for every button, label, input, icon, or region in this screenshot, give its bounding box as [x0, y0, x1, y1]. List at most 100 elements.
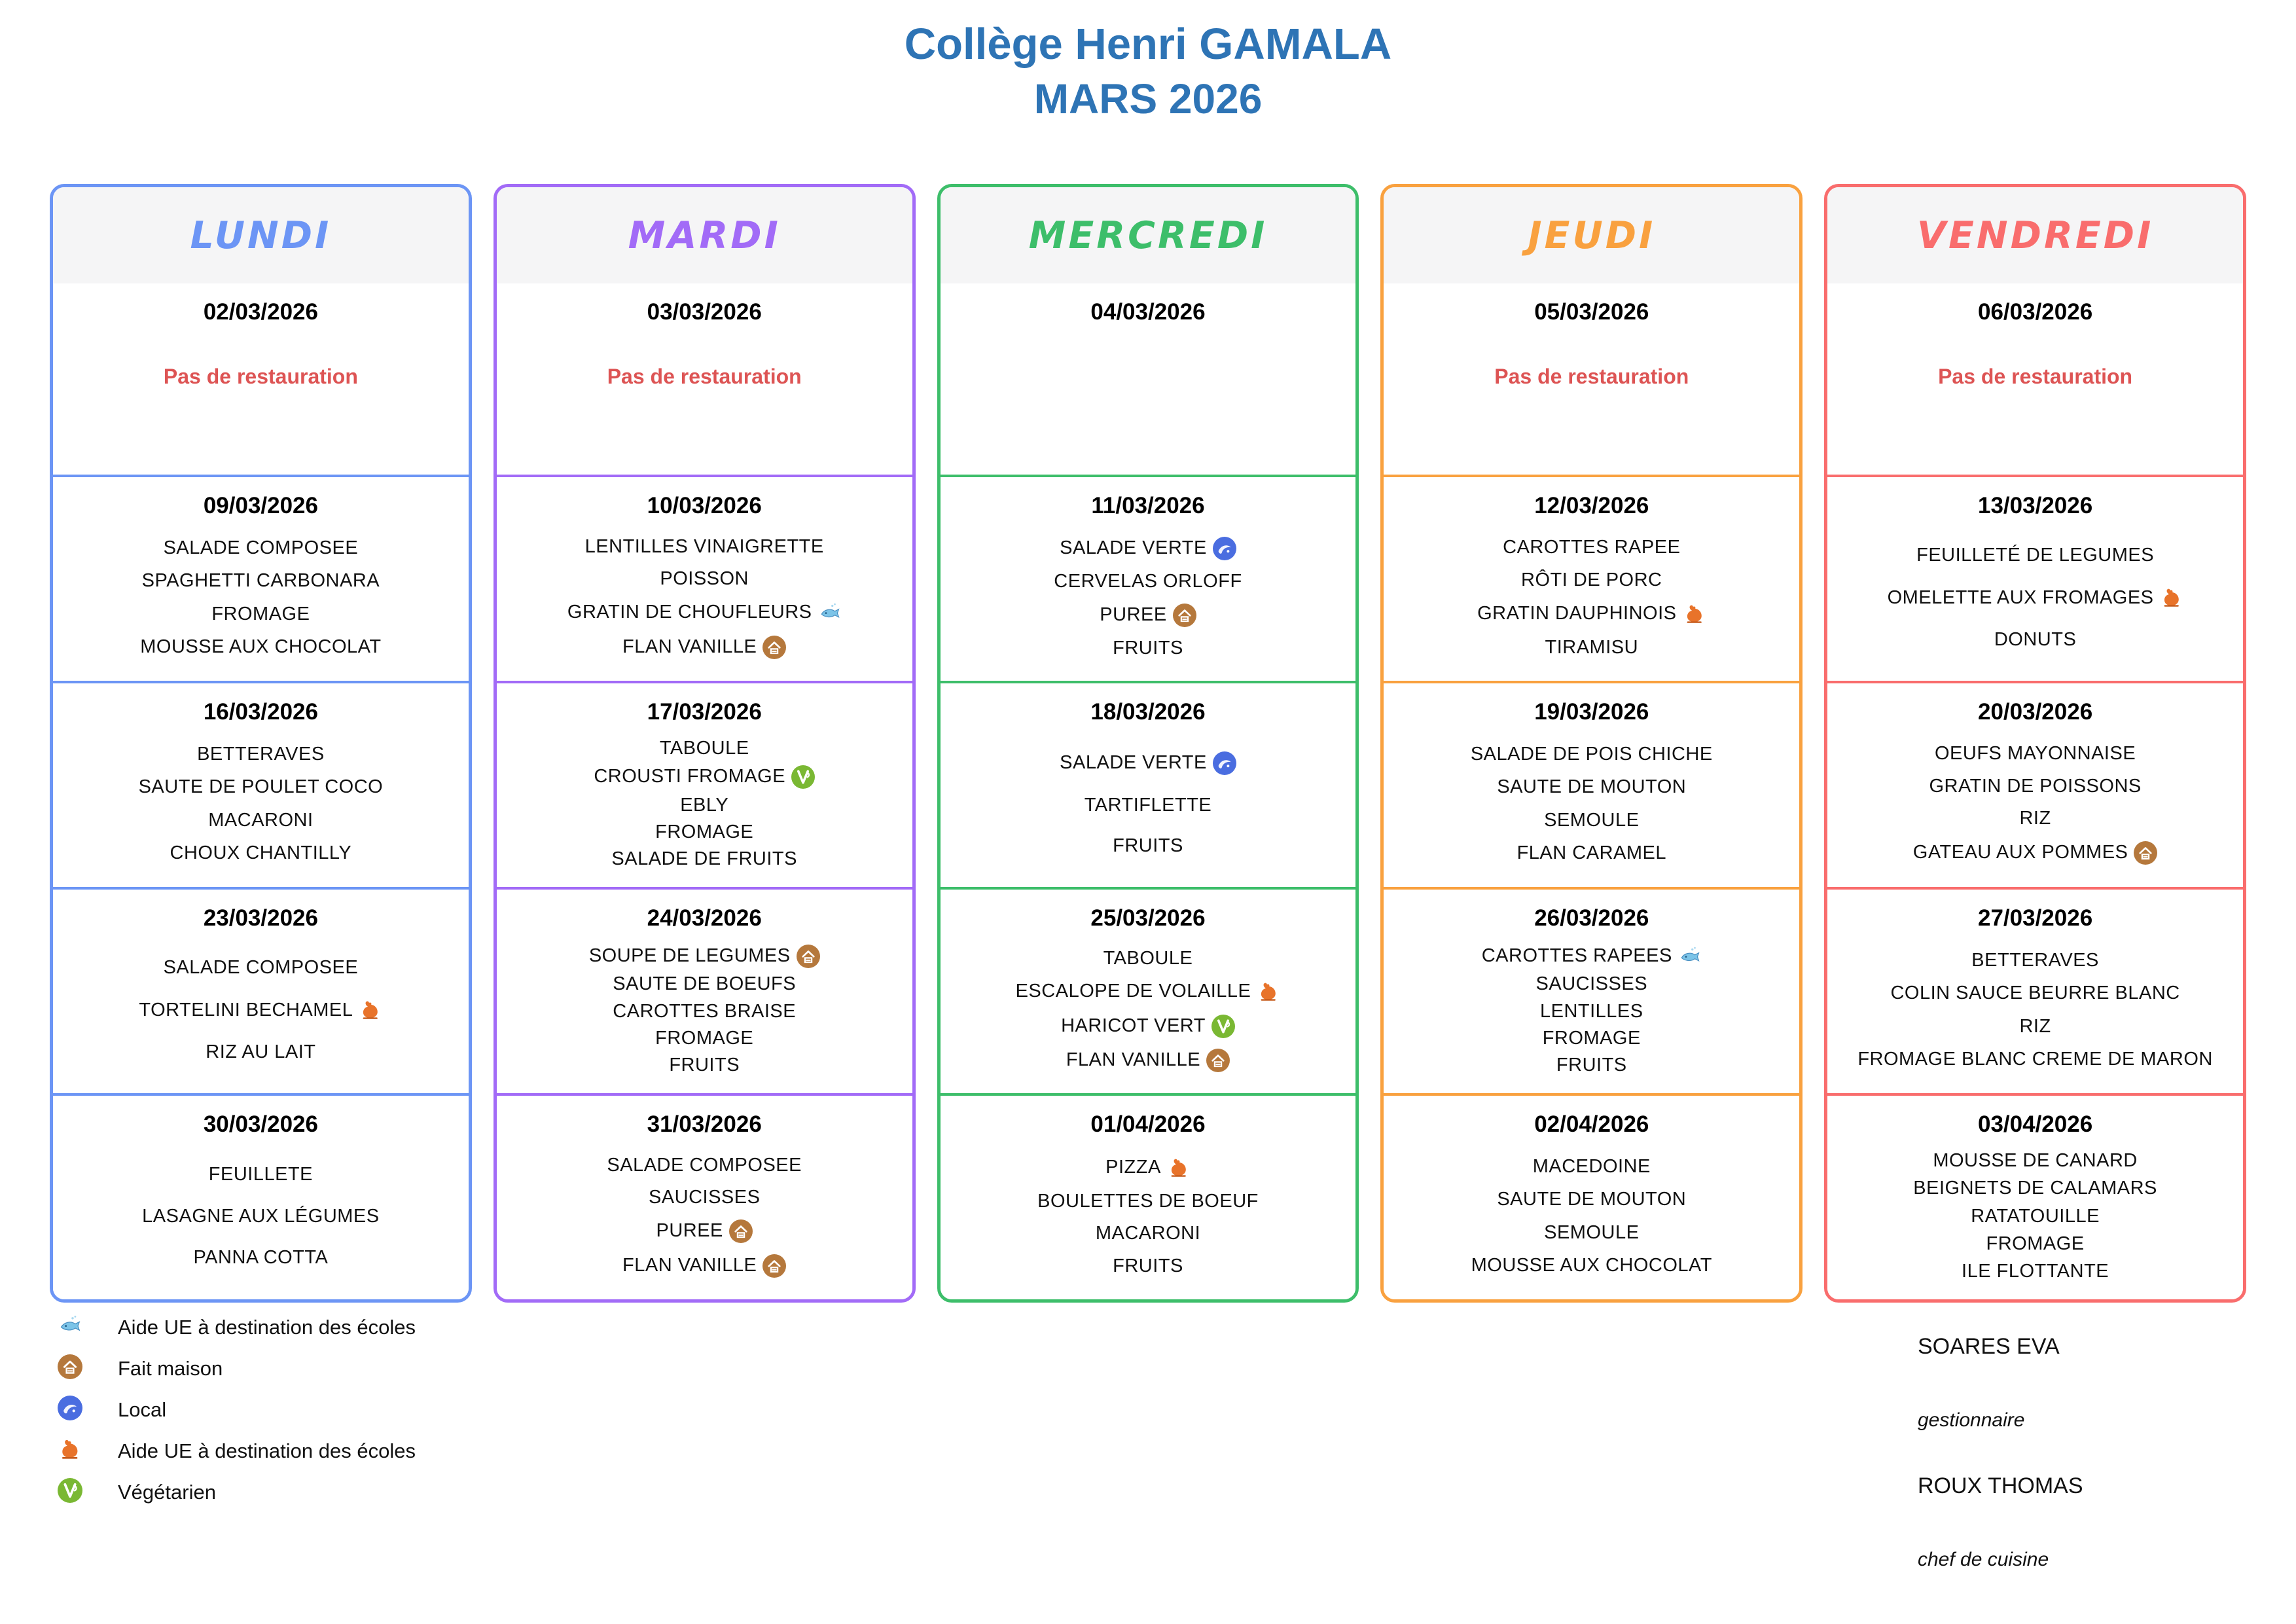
menu-item: MACEDOINE: [1533, 1156, 1651, 1178]
menu-item-label: SOUPE DE LEGUMES: [588, 945, 791, 966]
legend: Aide UE à destination des écoles Fait ma…: [58, 1307, 416, 1513]
menu-item: SALADE COMPOSEE: [607, 1155, 802, 1176]
menu-item-label: LENTILLES VINAIGRETTE: [584, 536, 824, 558]
menu-cell: 09/03/2026 SALADE COMPOSEE SPAGHETTI CARB…: [53, 475, 469, 681]
menu-item: SAUCISSES: [1535, 973, 1648, 995]
menu-item-label: GATEAU AUX POMMES: [1912, 842, 2128, 863]
day-cells: 06/03/2026 Pas de restauration 13/03/202…: [1827, 283, 2243, 1299]
fait-maison-icon: [2134, 841, 2158, 865]
menu-item-label: SEMOULE: [1544, 809, 1640, 831]
menu-item-label: SAUTE DE BOEUFS: [613, 973, 797, 995]
menu-item-label: HARICOT VERT: [1061, 1015, 1206, 1036]
menu-items: LENTILLES VINAIGRETTE POISSON GRATIN DE CH…: [497, 519, 912, 681]
legend-label: Aide UE à destination des écoles: [118, 1439, 416, 1462]
menu-item-label: SALADE COMPOSEE: [607, 1155, 802, 1176]
day-name: VENDREDI: [1916, 213, 2154, 257]
menu-item: POISSON: [660, 568, 749, 590]
menu-item: PUREE: [656, 1219, 753, 1243]
local-icon: [58, 1396, 82, 1420]
menu-item: BEIGNETS DE CALAMARS: [1913, 1178, 2157, 1199]
menu-item: GRATIN DE POISSONS: [1929, 776, 2141, 797]
menu-item: PANNA COTTA: [193, 1247, 328, 1269]
menu-item: HARICOT VERT: [1061, 1014, 1235, 1038]
menu-item-label: LENTILLES: [1539, 1000, 1643, 1022]
menu-item: CAROTTES BRAISE: [613, 1001, 796, 1022]
menu-item: SAUTE DE MOUTON: [1497, 1189, 1686, 1210]
menu-item: MOUSSE AUX CHOCOLAT: [1471, 1255, 1712, 1276]
day-name: LUNDI: [190, 213, 332, 257]
week-grid: LUNDI 02/03/2026 Pas de restauration 09/…: [50, 184, 2246, 1303]
signature-name: ROUX THOMAS: [1918, 1473, 2083, 1498]
menu-items: BETTERAVES SAUTE DE POULET COCO MACARONI CH…: [53, 725, 469, 887]
menu-item-label: CROUSTI FROMAGE: [594, 766, 786, 787]
signature-role: gestionnaire: [1918, 1409, 2025, 1431]
menu-items: PIZZA BOULETTES DE BOEUF MACARONI FRUITS: [941, 1138, 1356, 1299]
menu-item: EBLY: [680, 795, 728, 816]
menu-item-label: CERVELAS ORLOFF: [1054, 571, 1242, 592]
menu-items: BETTERAVES COLIN SAUCE BEURRE BLANC RIZ FRO…: [1827, 931, 2243, 1093]
menu-item: SALADE COMPOSEE: [164, 957, 359, 979]
day-cells: 03/03/2026 Pas de restauration 10/03/202…: [496, 283, 912, 1299]
menu-item: SAUCISSES: [649, 1187, 761, 1208]
menu-item: PUREE: [1100, 603, 1196, 627]
menu-item: LENTILLES VINAIGRETTE: [584, 536, 824, 558]
menu-item-label: POISSON: [660, 568, 749, 589]
signature-name: SOARES EVA: [1918, 1334, 2060, 1359]
menu-items: SALADE VERTE TARTIFLETTE FRUITS: [941, 725, 1356, 887]
signature-role: chef de cuisine: [1918, 1549, 2049, 1570]
menu-item: TARTIFLETTE: [1085, 795, 1212, 816]
title-block: Collège Henri GAMALA MARS 2026: [0, 0, 2296, 120]
menu-cell: 02/04/2026 MACEDOINE SAUTE DE MOUTON SEMOU…: [1384, 1093, 1800, 1299]
menu-cell: 01/04/2026 PIZZA BOULETTES DE BOEUF MACARO…: [940, 1093, 1356, 1299]
menu-item-label: SAUCISSES: [1535, 973, 1648, 995]
menu-items: SALADE COMPOSEE SAUCISSES PUREE FLAN VANILL…: [497, 1138, 912, 1299]
menu-item: FEUILLETE: [209, 1164, 313, 1185]
menu-item: TIRAMISU: [1545, 637, 1639, 659]
menu-item: SAUTE DE POULET COCO: [139, 776, 384, 798]
menu-item-label: OEUFS MAYONNAISE: [1934, 742, 2136, 764]
menu-item: LENTILLES: [1540, 1001, 1643, 1022]
menu-date: 04/03/2026: [1090, 299, 1206, 325]
menu-items: Pas de restauration: [1384, 325, 1799, 475]
menu-cell: 16/03/2026 BETTERAVES SAUTE DE POULET COC…: [53, 681, 469, 887]
menu-item: GRATIN DAUPHINOIS: [1477, 602, 1706, 626]
menu-item: SEMOULE: [1544, 810, 1639, 831]
menu-item: FROMAGE: [1986, 1233, 2085, 1255]
menu-date: 26/03/2026: [1534, 905, 1649, 931]
menu-item: FRUITS: [669, 1055, 740, 1076]
day-column-mercredi: MERCREDI 04/03/2026 11/03/2026 SALADE VE…: [937, 184, 1359, 1303]
menu-item-label: SALADE DE POIS CHICHE: [1470, 743, 1713, 765]
menu-item-label: CAROTTES RAPEES: [1481, 945, 1672, 966]
menu-items: FEUILLETÉ DE LEGUMES OMELETTE AUX FROMAGE…: [1827, 519, 2243, 681]
local-icon: [1212, 537, 1236, 561]
menu-item-label: SAUTE DE MOUTON: [1497, 1189, 1687, 1210]
menu-item-label: CHOUX CHANTILLY: [170, 842, 352, 864]
menu-items: [941, 325, 1356, 475]
menu-date: 09/03/2026: [203, 493, 318, 518]
legend-label: Végétarien: [118, 1480, 216, 1504]
menu-item: TABOULE: [660, 738, 749, 759]
menu-item-label: FLAN VANILLE: [1066, 1049, 1201, 1070]
menu-item-label: GRATIN DE POISSONS: [1929, 775, 2142, 797]
menu-item: SPAGHETTI CARBONARA: [141, 570, 380, 592]
menu-item: FRUITS: [1113, 835, 1183, 857]
day-header: MERCREDI: [940, 187, 1356, 283]
menu-item: FRUITS: [1113, 638, 1183, 659]
menu-item: BETTERAVES: [197, 744, 325, 765]
menu-item-label: FROMAGE: [655, 1028, 754, 1049]
menu-item-label: BETTERAVES: [197, 743, 325, 765]
menu-item-label: SPAGHETTI CARBONARA: [141, 570, 380, 592]
menu-item: GATEAU AUX POMMES: [1913, 841, 2158, 865]
legend-label: Local: [118, 1398, 167, 1421]
menu-item-label: GRATIN DAUPHINOIS: [1477, 603, 1677, 624]
menu-items: SALADE DE POIS CHICHE SAUTE DE MOUTON SEMO…: [1384, 725, 1799, 887]
menu-item-label: FRUITS: [1556, 1055, 1627, 1076]
menu-item: CROUSTI FROMAGE: [594, 765, 816, 789]
menu-item-label: TABOULE: [1103, 948, 1193, 969]
menu-item-label: ILE FLOTTANTE: [1962, 1260, 2109, 1282]
legend-row: Végétarien: [58, 1471, 416, 1513]
menu-cell: 17/03/2026 TABOULE CROUSTI FROMAGE EBLY FRO…: [496, 681, 912, 887]
menu-item-label: PUREE: [656, 1219, 723, 1241]
day-column-mardi: MARDI 03/03/2026 Pas de restauration 10/…: [493, 184, 916, 1303]
menu-item: FROMAGE: [655, 821, 753, 843]
